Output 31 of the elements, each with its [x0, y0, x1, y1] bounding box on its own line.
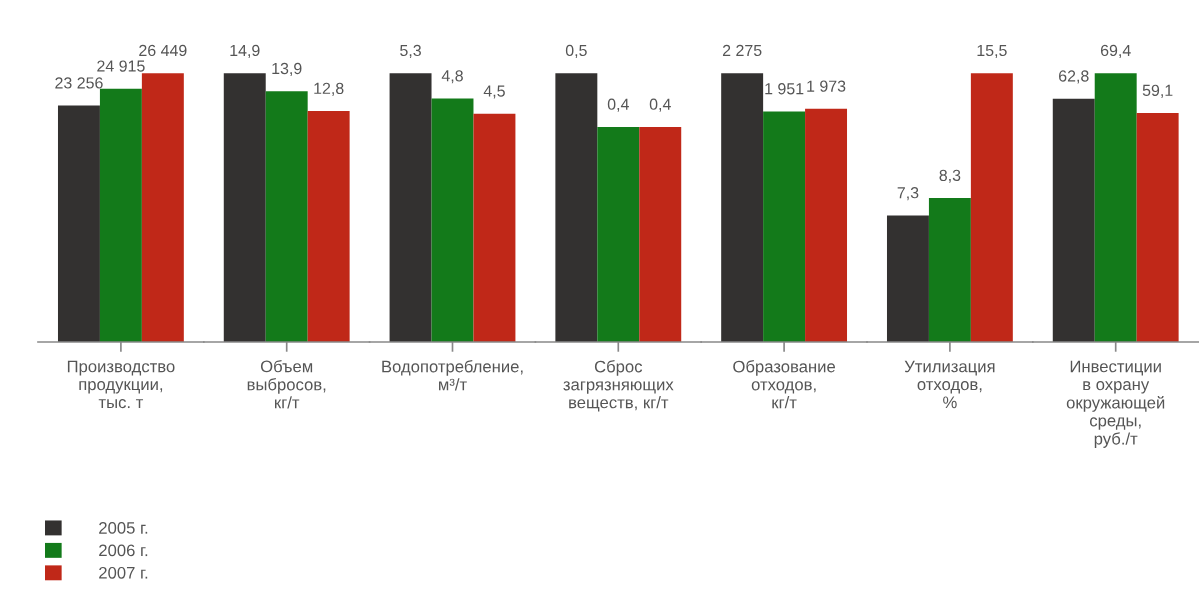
x-tick-label: Образование отходов, кг/т: [733, 360, 836, 409]
data-label: 1 951: [765, 83, 804, 95]
x-tick-label: Утилизация отходов, %: [904, 360, 995, 409]
data-label: 4,8: [441, 70, 463, 84]
data-label: 1 973: [807, 80, 846, 92]
data-label: 23 256: [55, 77, 103, 89]
data-label: 0,5: [565, 44, 587, 58]
data-label: 26 449: [139, 44, 187, 57]
data-label: 5,3: [400, 44, 421, 58]
x-tick-label: Водопотребление, м³/т: [382, 360, 523, 391]
legend-label: 2005 г.: [99, 521, 148, 534]
data-label: 4,5: [483, 85, 505, 99]
x-tick-label: Производство продукции, тыс. т: [67, 360, 175, 409]
x-tick-label: Инвестиции в охрану окружающей среды, руб./т: [1066, 360, 1165, 448]
x-tick-label: Сброс загрязняющих веществ, кг/т: [563, 360, 674, 412]
data-label: 13,9: [272, 62, 302, 77]
legend-label: 2007 г.: [99, 566, 148, 579]
data-label: 12,8: [314, 82, 344, 96]
data-label: 62,8: [1059, 70, 1089, 84]
data-label: 7,3: [897, 187, 919, 201]
data-label: 15,5: [977, 44, 1007, 58]
data-label: 59,1: [1142, 84, 1173, 98]
data-label: 24 915: [97, 60, 145, 72]
data-label: 0,4: [607, 98, 629, 112]
data-label: 14,9: [230, 44, 260, 58]
data-label: 0,4: [649, 98, 671, 112]
x-tick-label: Объем выбросов, кг/т: [247, 359, 326, 409]
data-label: 8,3: [939, 169, 961, 183]
data-label: 69,4: [1100, 44, 1131, 58]
data-label: 2 275: [722, 44, 762, 57]
legend-label: 2006 г.: [99, 544, 148, 557]
